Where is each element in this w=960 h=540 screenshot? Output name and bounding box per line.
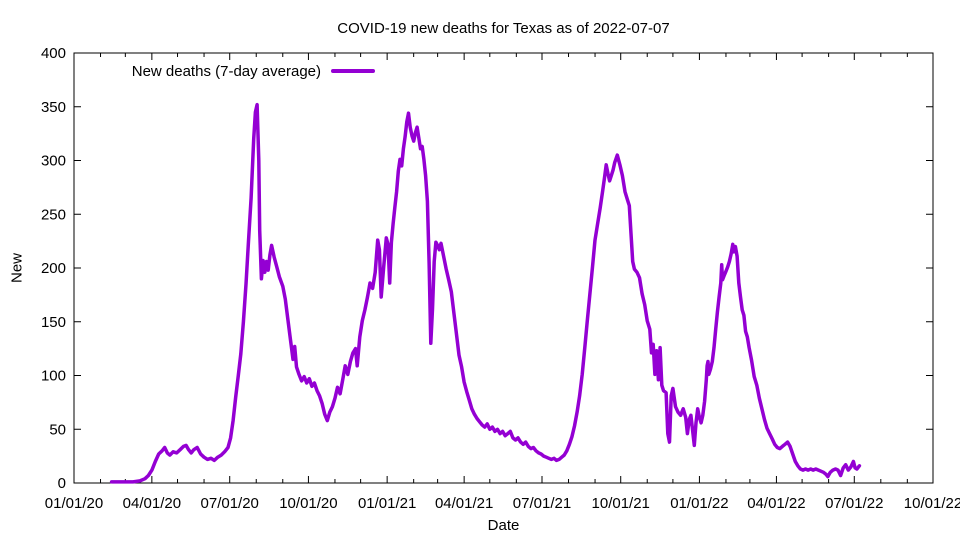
x-tick-label: 10/01/22	[904, 495, 960, 512]
y-tick-label: 250	[41, 206, 66, 223]
deaths-series-line	[109, 102, 862, 484]
x-tick-label: 04/01/22	[747, 495, 805, 512]
y-tick-label: 0	[58, 475, 66, 492]
x-tick-label: 01/01/21	[358, 495, 416, 512]
x-tick-label: 07/01/22	[825, 495, 883, 512]
chart-title: COVID-19 new deaths for Texas as of 2022…	[337, 20, 670, 37]
x-tick-label: 10/01/21	[592, 495, 650, 512]
y-tick-label: 50	[49, 421, 66, 438]
x-tick-label: 07/01/21	[513, 495, 571, 512]
x-tick-label: 01/01/22	[670, 495, 728, 512]
y-tick-label: 100	[41, 368, 66, 385]
legend-label: New deaths (7-day average)	[131, 62, 321, 80]
y-tick-label: 150	[41, 314, 66, 331]
legend-line-sample	[331, 69, 375, 73]
x-tick-label: 04/01/21	[435, 495, 493, 512]
y-tick-label: 200	[41, 260, 66, 277]
legend: New deaths (7-day average)	[74, 62, 375, 80]
x-tick-label: 10/01/20	[279, 495, 337, 512]
x-tick-label: 01/01/20	[45, 495, 103, 512]
plot-border	[73, 52, 934, 484]
y-tick-label: 300	[41, 153, 66, 170]
x-tick-label: 04/01/20	[123, 495, 181, 512]
y-tick-label: 350	[41, 99, 66, 116]
x-tick-label: 07/01/20	[201, 495, 259, 512]
x-axis-label: Date	[487, 517, 520, 534]
y-tick-label: 400	[41, 45, 66, 62]
